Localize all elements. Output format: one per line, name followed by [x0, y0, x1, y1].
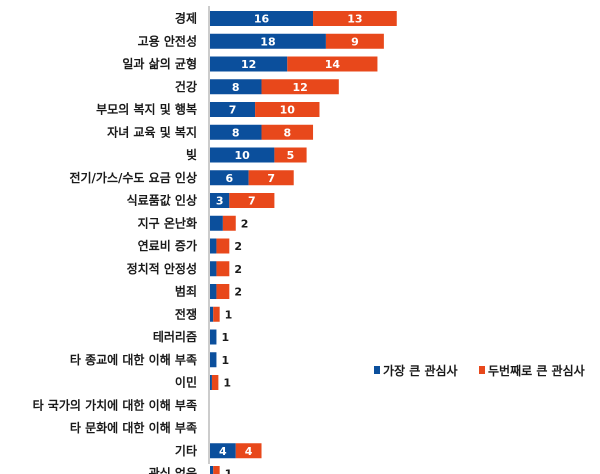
data-label: 16: [254, 13, 270, 26]
bar-segment-secondary: [235, 443, 262, 459]
bar-segment-secondary: [229, 193, 275, 208]
data-label: 8: [232, 81, 240, 94]
data-label: 9: [351, 35, 359, 48]
category-tick-label: 연료비 증가: [138, 238, 197, 253]
data-label: 10: [280, 104, 296, 117]
category-tick-label: 타 종교에 대한 이해 부족: [70, 352, 197, 367]
category-tick-label: 전쟁: [175, 306, 197, 321]
legend: 가장 큰 관심사 두번째로 큰 관심사: [374, 363, 585, 378]
data-label: 1: [221, 331, 229, 344]
data-label: 3: [216, 195, 224, 208]
bar-segment-primary: [210, 306, 214, 322]
category-tick-label: 경제: [175, 12, 197, 26]
bar-segment-primary: [210, 329, 217, 345]
data-label: 13: [347, 13, 362, 26]
data-label: 4: [219, 445, 227, 458]
bar-segment-primary: [210, 170, 249, 186]
data-label: 1: [221, 354, 229, 367]
category-tick-label: 빚: [186, 148, 197, 162]
data-label: 1: [225, 468, 233, 474]
category-tick-label: 이민: [175, 375, 197, 390]
bar-segment-secondary: [248, 170, 294, 186]
category-tick-label: 일과 삶의 균형: [122, 56, 197, 71]
data-label: 8: [283, 126, 291, 139]
bar-segment-primary: [210, 11, 314, 26]
bar-segment-primary: [210, 352, 217, 368]
category-tick-label: 부모의 복지 및 행복: [96, 102, 197, 117]
category-tick-label: 범죄: [175, 284, 197, 299]
data-label: 12: [293, 81, 308, 94]
category-tick-label: 자녀 교육 및 복지: [107, 124, 197, 139]
category-tick-label: 테러리즘: [153, 329, 197, 344]
category-tick-label: 타 국가의 가치에 대한 이해 부족: [33, 397, 197, 412]
data-label: 7: [229, 104, 237, 117]
legend-label: 가장 큰 관심사: [383, 363, 458, 378]
bar-segment-primary: [210, 56, 288, 72]
data-label: 10: [235, 149, 251, 162]
bar-segment-secondary: [213, 306, 220, 322]
bar-segment-primary: [210, 466, 214, 474]
data-label: 7: [248, 195, 256, 208]
data-label: 4: [245, 445, 253, 458]
bar-segment-secondary: [261, 79, 339, 95]
data-label: 1: [223, 377, 231, 390]
data-label: 1: [225, 308, 233, 321]
bar-segment-primary: [210, 147, 275, 163]
category-tick-label: 고용 안전성: [138, 33, 197, 48]
legend-label: 두번째로 큰 관심사: [488, 363, 585, 378]
bar-segment-secondary: [274, 147, 307, 163]
bar-segment-primary: [210, 215, 223, 231]
bar-segment-secondary: [211, 375, 219, 390]
bar-segment-primary: [210, 193, 230, 208]
category-tick-label: 전기/가스/수도 요금 인상: [69, 170, 197, 185]
bar-segment-primary: [210, 79, 262, 95]
bar-segment-primary: [210, 124, 262, 140]
category-tick-label: 식료품값 인상: [127, 193, 197, 208]
data-label: 2: [241, 217, 249, 230]
bar-segment-secondary: [313, 11, 397, 26]
bar-segment-secondary: [222, 215, 236, 231]
bar-segment-secondary: [213, 466, 220, 474]
bar-segment-primary: [210, 375, 212, 390]
category-tick-label: 타 문화에 대한 이해 부족: [70, 420, 197, 435]
bar-segment-secondary: [216, 261, 230, 277]
category-tick-label: 기타: [175, 443, 197, 458]
data-label: 14: [325, 58, 341, 71]
bar-segment-secondary: [287, 56, 378, 72]
data-label: 8: [232, 126, 240, 139]
category-tick-label: 건강: [175, 79, 197, 94]
bar-segment-primary: [210, 33, 326, 49]
data-label: 5: [287, 149, 295, 162]
legend-swatch: [374, 366, 380, 374]
data-label: 12: [241, 58, 256, 71]
bar-segment-secondary: [216, 284, 230, 299]
bar-segment-primary: [210, 102, 256, 117]
data-label: 7: [267, 172, 275, 185]
data-label: 18: [260, 35, 275, 48]
category-tick-label: 정치적 안정성: [127, 261, 197, 276]
bar-segment-primary: [210, 443, 236, 459]
data-label: 2: [234, 240, 242, 253]
data-label: 2: [234, 286, 242, 299]
bar-segment-primary: [210, 238, 217, 254]
bar-segment-primary: [210, 261, 217, 277]
data-label: 6: [225, 172, 233, 185]
bar-segment-primary: [210, 284, 217, 299]
bar-segment-secondary: [261, 124, 314, 140]
legend-swatch: [479, 366, 485, 374]
category-tick-label: 지구 온난화: [138, 215, 197, 230]
data-label: 2: [234, 263, 242, 276]
bar-segment-secondary: [216, 238, 230, 254]
bar-segment-secondary: [325, 33, 384, 49]
category-tick-label: 관심 없음: [149, 466, 197, 474]
bar-segment-secondary: [255, 102, 320, 117]
